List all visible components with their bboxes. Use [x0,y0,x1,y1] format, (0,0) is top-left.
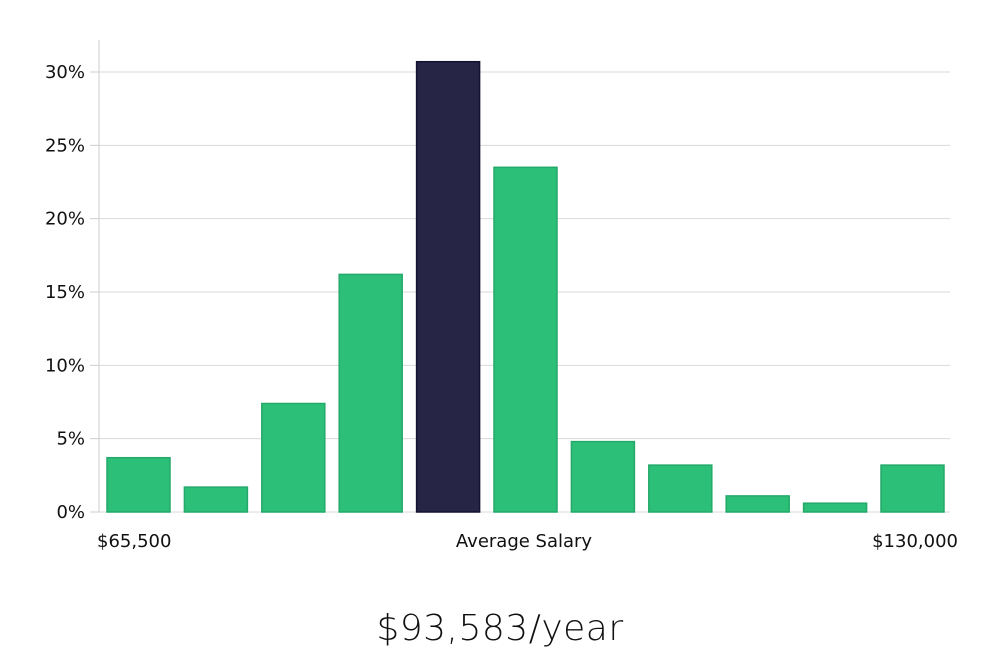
bar [493,166,558,513]
salary-histogram: 0% 5% 10% 15% 20% 25% 30% $65,500 Average Sala… [45,40,958,552]
bar-average-salary [415,60,481,513]
y-tick-label: 10% [45,355,85,376]
x-label-center: Average Salary [456,531,593,552]
bar [570,440,636,513]
bar [725,495,790,513]
y-tick-label: 0% [56,502,85,523]
bar [802,502,868,513]
bar [183,486,249,513]
x-label-max: $130,000 [872,531,958,552]
bar [880,464,945,513]
y-tick-label: 25% [45,135,85,156]
bar [261,402,326,513]
y-tick-label: 20% [45,209,85,230]
y-axis-ticks: 0% 5% 10% 15% 20% 25% 30% [45,62,99,523]
y-tick-label: 5% [56,429,85,450]
y-tick-label: 30% [45,62,85,83]
y-tick-label: 15% [45,282,85,303]
bars [106,60,945,513]
bar [106,456,171,513]
x-label-min: $65,500 [97,531,171,552]
bar [338,273,403,513]
average-salary-figure: $93,583/year [376,608,624,649]
bar [648,464,713,513]
